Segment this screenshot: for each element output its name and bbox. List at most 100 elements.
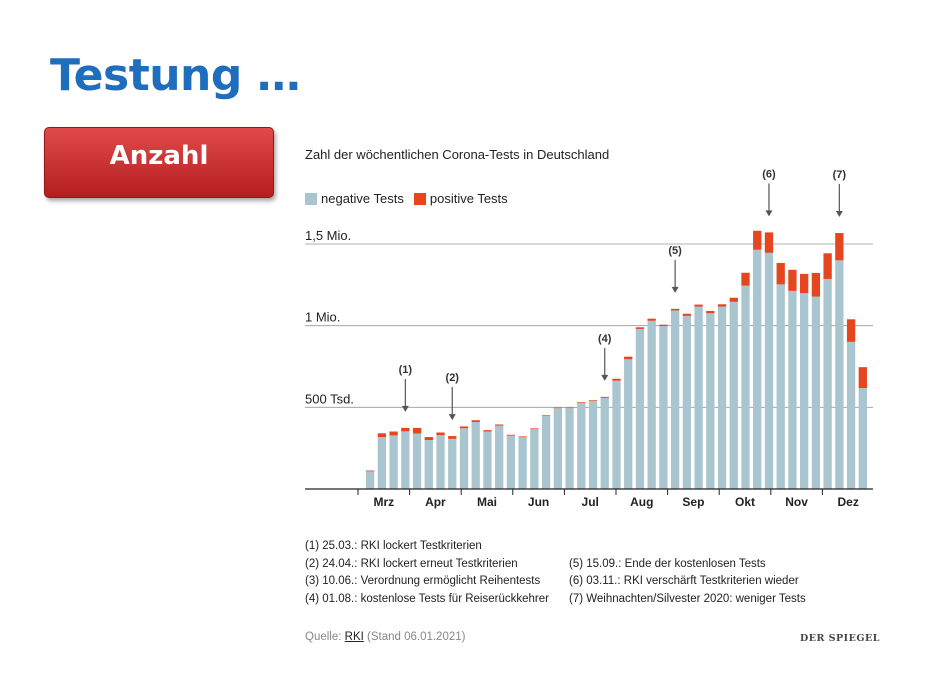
bar-positive bbox=[495, 424, 504, 426]
bar-negative bbox=[741, 285, 750, 489]
bar-positive bbox=[647, 318, 656, 321]
legend-label-positive: positive Tests bbox=[429, 191, 508, 206]
bar-positive bbox=[753, 230, 762, 250]
bar-negative bbox=[647, 320, 656, 489]
bar-positive bbox=[717, 304, 727, 307]
bar-negative bbox=[506, 435, 516, 489]
slide-title: Testung … bbox=[50, 50, 301, 101]
x-tick-label: Apr bbox=[425, 495, 446, 509]
bar-negative bbox=[635, 328, 645, 489]
bar-negative bbox=[518, 437, 527, 489]
event-marker-arrowhead bbox=[765, 210, 773, 217]
annotation-row: (2) 24.04.: RKI lockert erneut Testkrite… bbox=[305, 556, 806, 574]
bar-negative bbox=[530, 429, 539, 489]
bar-negative bbox=[776, 284, 785, 489]
bar-negative bbox=[448, 438, 457, 489]
annotation-left: (1) 25.03.: RKI lockert Testkriterien bbox=[305, 540, 482, 552]
bar-positive bbox=[506, 434, 516, 436]
bar-positive bbox=[612, 378, 621, 381]
bar-negative bbox=[670, 310, 680, 489]
event-marker-arrowhead bbox=[835, 211, 843, 218]
bar-negative bbox=[471, 422, 480, 489]
bar-positive bbox=[694, 304, 703, 307]
annotation-row: (1) 25.03.: RKI lockert Testkriterien bbox=[305, 538, 806, 556]
bar-negative bbox=[753, 249, 762, 489]
bar-negative bbox=[377, 437, 387, 489]
bar-negative bbox=[588, 401, 598, 489]
y-tick-label: 1,5 Mio. bbox=[305, 228, 351, 243]
annotation-row: (4) 01.08.: kostenlose Tests für Reiserü… bbox=[305, 591, 806, 609]
event-marker-label: (1) bbox=[399, 364, 413, 376]
event-marker-arrowhead bbox=[671, 286, 679, 293]
bar-positive bbox=[670, 308, 680, 311]
bar-negative bbox=[811, 296, 821, 489]
annotation-row: (3) 10.06.: Verordnung ermöglicht Reihen… bbox=[305, 573, 806, 591]
bar-positive bbox=[377, 433, 387, 438]
publisher-logo: DER SPIEGEL bbox=[800, 633, 880, 644]
bar-negative bbox=[694, 306, 703, 489]
bar-positive bbox=[389, 431, 398, 436]
bar-negative bbox=[401, 431, 410, 489]
x-tick-label: Sep bbox=[682, 495, 704, 509]
bar-positive bbox=[706, 310, 715, 314]
bar-positive bbox=[823, 253, 832, 279]
bar-negative bbox=[424, 440, 433, 489]
annotation-right: (6) 03.11.: RKI verschärft Testkriterien… bbox=[569, 575, 799, 587]
bar-negative bbox=[459, 428, 469, 489]
bar-negative bbox=[483, 431, 492, 489]
bar-negative bbox=[717, 306, 727, 489]
bar-negative bbox=[706, 313, 715, 489]
bar-positive bbox=[577, 402, 586, 403]
bar-positive bbox=[530, 428, 539, 430]
bar-positive bbox=[600, 396, 609, 398]
bar-positive bbox=[741, 272, 750, 286]
bar-positive bbox=[518, 436, 527, 438]
legend-label-negative: negative Tests bbox=[321, 191, 404, 206]
annotation-notes: (1) 25.03.: RKI lockert Testkriterien (2… bbox=[305, 538, 806, 608]
bar-positive bbox=[776, 262, 785, 285]
bar-negative bbox=[565, 408, 574, 489]
legend-swatch-positive bbox=[413, 192, 426, 205]
event-marker-arrowhead bbox=[448, 414, 456, 421]
bar-positive bbox=[624, 356, 633, 360]
bar-negative bbox=[846, 341, 856, 489]
event-marker-label: (6) bbox=[762, 168, 776, 180]
x-tick-label: Jul bbox=[582, 495, 599, 509]
event-marker-arrowhead bbox=[401, 405, 409, 412]
x-tick-label: Mrz bbox=[373, 495, 394, 509]
section-tag-label: Anzahl bbox=[109, 140, 209, 171]
bar-negative bbox=[659, 325, 668, 489]
bar-positive bbox=[471, 420, 480, 423]
bar-positive bbox=[659, 324, 668, 326]
bar-negative bbox=[823, 278, 832, 489]
event-marker-label: (4) bbox=[598, 333, 612, 345]
bar-negative bbox=[764, 252, 774, 489]
event-marker-label: (7) bbox=[833, 169, 847, 181]
bar-negative bbox=[800, 293, 809, 489]
bar-negative bbox=[835, 260, 844, 489]
source-prefix: Quelle: bbox=[305, 631, 345, 643]
bar-negative bbox=[495, 425, 504, 489]
bar-positive bbox=[764, 232, 774, 253]
annotation-left: (4) 01.08.: kostenlose Tests für Reiserü… bbox=[305, 592, 549, 605]
bar-negative bbox=[612, 380, 621, 489]
bar-positive bbox=[412, 427, 422, 434]
annotation-right: (5) 15.09.: Ende der kostenlosen Tests bbox=[569, 557, 766, 570]
y-tick-label: 1 Mio. bbox=[305, 310, 340, 325]
bar-negative bbox=[553, 408, 562, 489]
legend-swatch-negative bbox=[305, 192, 317, 205]
bar-negative bbox=[541, 415, 551, 489]
annotation-left: (3) 10.06.: Verordnung ermöglicht Reihen… bbox=[305, 575, 541, 587]
bar-positive bbox=[401, 427, 410, 432]
bar-positive bbox=[424, 437, 433, 440]
bar-positive bbox=[729, 297, 738, 302]
event-marker-label: (2) bbox=[446, 372, 460, 384]
bar-positive bbox=[835, 233, 844, 261]
bar-positive bbox=[448, 436, 457, 439]
bar-positive bbox=[811, 272, 821, 297]
bar-positive bbox=[483, 430, 492, 432]
bar-negative bbox=[729, 301, 738, 489]
source-link[interactable]: RKI bbox=[344, 631, 364, 643]
bar-positive bbox=[541, 415, 551, 416]
annotation-right: (7) Weihnachten/Silvester 2020: weniger … bbox=[569, 592, 806, 605]
